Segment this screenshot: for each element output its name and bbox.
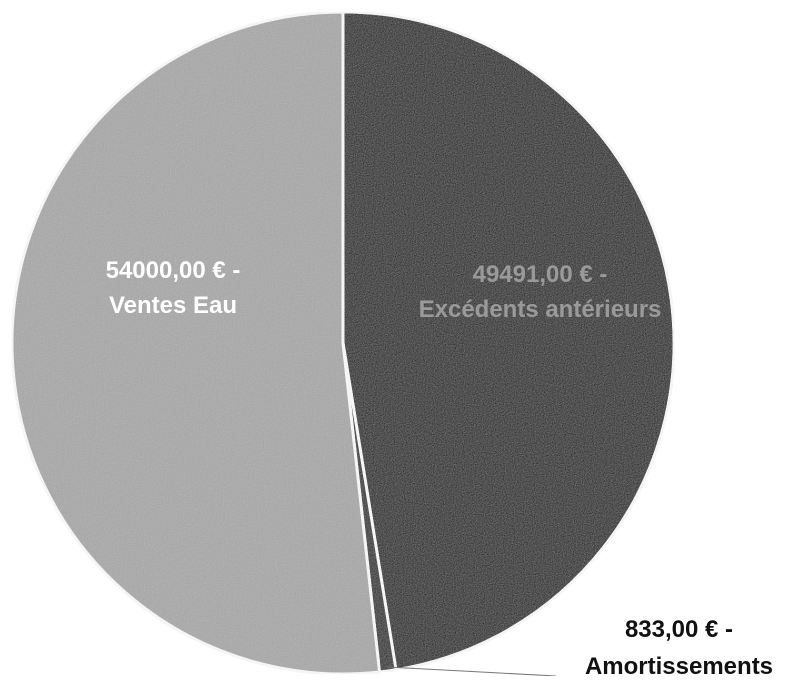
pie-slice-1 <box>341 10 676 672</box>
leader-line-slice-2 <box>387 666 557 677</box>
slice-label-3-line-1: 54000,00 € - <box>106 257 241 284</box>
slices-layer <box>10 10 676 676</box>
pie-slice-3 <box>10 10 382 676</box>
slice-label-1-line-2: Excédents antérieurs <box>419 296 662 323</box>
slice-label-1-line-1: 49491,00 € - <box>473 261 608 288</box>
slice-label-2-line-2: Amortissements <box>585 653 773 676</box>
slice-label-2-line-1: 833,00 € - <box>625 616 733 643</box>
slice-label-3-line-2: Ventes Eau <box>109 292 237 319</box>
leader-lines-layer <box>387 666 557 677</box>
